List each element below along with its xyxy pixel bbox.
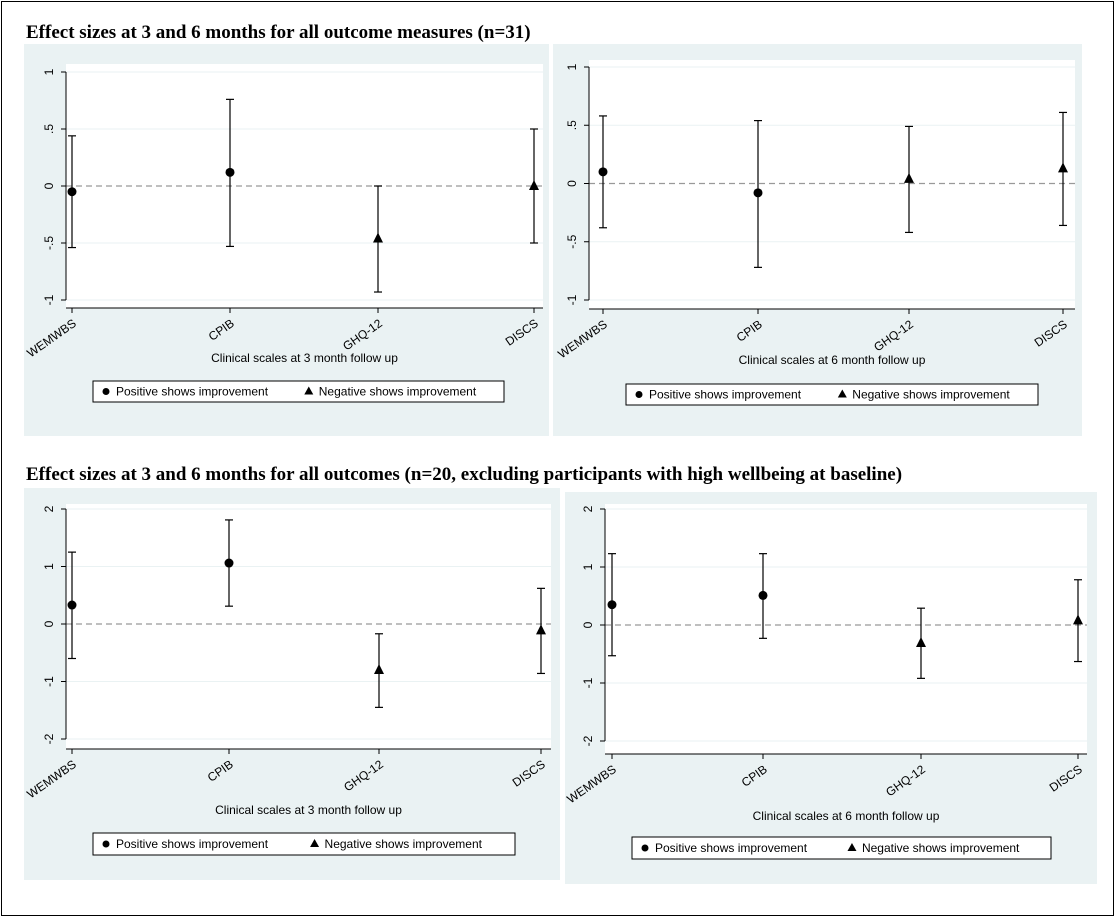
legend-marker-circle (102, 388, 110, 395)
plot-area (66, 64, 543, 308)
y-tick-label: 0 (42, 620, 56, 627)
x-axis-title: Clinical scales at 3 month follow up (215, 803, 402, 817)
legend-label-negative: Negative shows improvement (325, 837, 483, 851)
y-tick-label: -.5 (42, 236, 56, 250)
legend-box (92, 380, 505, 403)
y-tick-label: -1 (565, 294, 579, 305)
legend-marker-circle (641, 844, 649, 852)
legend-marker-triangle (310, 839, 320, 847)
legend-label-negative: Negative shows improvement (319, 385, 477, 399)
y-tick-label: -2 (581, 735, 595, 746)
legend-box (625, 383, 1039, 406)
legend-marker-triangle (847, 843, 857, 851)
legend-marker-circle (102, 840, 110, 848)
y-tick-label: -1 (581, 677, 595, 688)
point-discs (536, 624, 546, 635)
point-ghq-12 (374, 664, 384, 674)
y-tick-label: 0 (565, 180, 579, 187)
x-axis-title: Clinical scales at 3 month follow up (211, 351, 398, 365)
legend-label-negative: Negative shows improvement (862, 841, 1020, 855)
y-tick-label: 2 (42, 505, 56, 512)
legend-marker-triangle (837, 389, 847, 398)
legend-marker-triangle (304, 386, 314, 395)
point-wemwbs (67, 600, 77, 610)
y-tick-label: 0 (42, 182, 56, 189)
legend-label-positive: Positive shows improvement (655, 841, 808, 855)
y-tick-label: -1 (42, 676, 56, 687)
point-cpib (224, 558, 234, 568)
plot-area (605, 504, 1087, 754)
point-wemwbs (67, 187, 77, 197)
y-tick-label: -.5 (565, 234, 579, 248)
y-tick-label: 1 (565, 63, 579, 70)
y-tick-label: -2 (42, 733, 56, 744)
point-ghq-12 (904, 172, 914, 183)
plot-area (589, 60, 1075, 309)
point-cpib (753, 188, 763, 198)
x-axis-title: Clinical scales at 6 month follow up (739, 353, 926, 367)
point-discs (1058, 162, 1068, 173)
legend-label-negative: Negative shows improvement (852, 388, 1010, 402)
legend-label-positive: Positive shows improvement (116, 385, 269, 399)
legend-box (92, 832, 516, 856)
y-tick-label: -1 (42, 294, 56, 305)
point-wemwbs (607, 600, 617, 610)
y-tick-label: .5 (42, 124, 56, 134)
section-title-all-participants: Effect sizes at 3 and 6 months for all o… (26, 22, 531, 43)
point-cpib (225, 167, 235, 177)
section-title-excluding-high-wellbeing: Effect sizes at 3 and 6 months for all o… (26, 464, 903, 485)
legend-marker-circle (635, 391, 643, 398)
point-cpib (758, 590, 768, 600)
legend-label-positive: Positive shows improvement (649, 388, 802, 402)
y-tick-label: 1 (42, 68, 56, 75)
point-wemwbs (598, 167, 608, 177)
legend-label-positive: Positive shows improvement (116, 837, 269, 851)
legend-box (631, 836, 1052, 860)
y-tick-label: 1 (581, 563, 595, 570)
plot-area (66, 504, 551, 749)
y-tick-label: 2 (581, 505, 595, 512)
point-discs (529, 180, 539, 190)
y-tick-label: 1 (42, 563, 56, 570)
point-ghq-12 (916, 636, 926, 647)
point-discs (1073, 614, 1083, 625)
y-tick-label: .5 (565, 120, 579, 130)
x-axis-title: Clinical scales at 6 month follow up (753, 809, 940, 823)
point-ghq-12 (373, 232, 383, 243)
y-tick-label: 0 (581, 621, 595, 628)
